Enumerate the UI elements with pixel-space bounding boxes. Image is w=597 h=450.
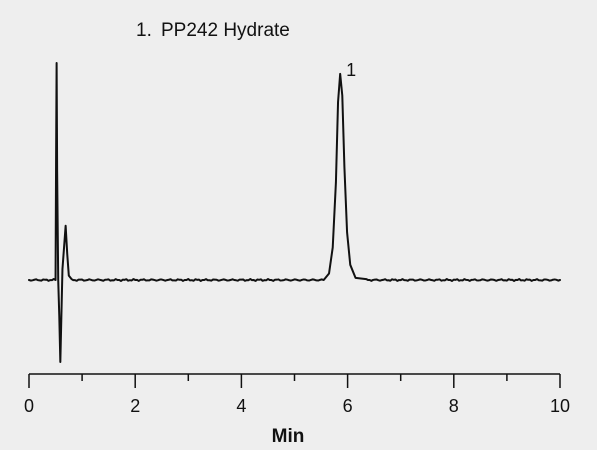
chromatogram-trace <box>28 62 561 363</box>
x-tick-label: 2 <box>130 396 140 416</box>
x-axis-title: Min <box>272 426 305 447</box>
x-tick-label: 0 <box>24 396 34 416</box>
plot-area <box>28 62 561 363</box>
legend-entry-number: 1. <box>136 20 152 41</box>
x-tick-label: 4 <box>236 396 246 416</box>
x-axis: 0 2 4 6 8 10 <box>24 373 570 416</box>
x-tick-label: 10 <box>550 396 570 416</box>
x-tick-label: 6 <box>343 396 353 416</box>
peak-label-1: 1 <box>346 60 356 80</box>
x-tick-label: 8 <box>449 396 459 416</box>
legend: 1. PP242 Hydrate <box>136 20 290 41</box>
legend-entry-name: PP242 Hydrate <box>161 20 290 41</box>
